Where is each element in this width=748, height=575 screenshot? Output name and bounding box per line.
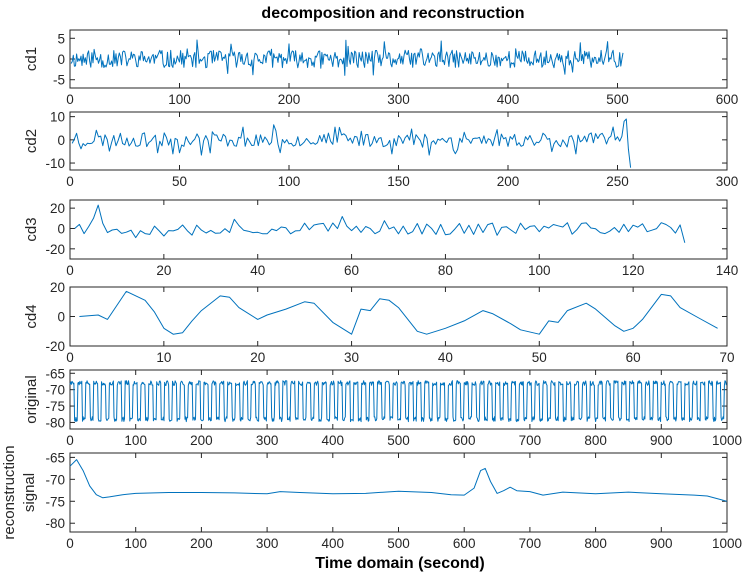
x-tick-label: 600 [453,433,476,448]
series-line-cd3 [74,204,686,243]
series-line-cd4 [79,290,718,335]
x-tick-label: 900 [650,433,673,448]
axes-frame [69,286,728,347]
y-tick-label: 0 [57,310,65,325]
y-tick-label: -20 [45,339,65,354]
axes-frame [69,111,728,171]
x-tick-label: 100 [278,174,301,189]
x-tick-label: 100 [168,92,191,107]
series-line-cd1 [70,39,624,76]
x-tick-label: 20 [250,350,265,365]
axes-frame [69,199,728,260]
chart-title: decomposition and reconstruction [261,5,524,22]
x-tick-label: 50 [172,174,187,189]
y-tick-label: -75 [45,494,65,509]
y-tick-label: -65 [45,450,65,465]
x-tick-label: 400 [322,536,345,551]
x-tick-label: 0 [66,433,74,448]
y-tick-label: -10 [45,156,65,171]
x-tick-label: 0 [66,536,74,551]
y-axis-label: cd4 [23,304,40,328]
x-tick-label: 140 [716,263,739,278]
x-tick-label: 30 [344,350,359,365]
x-tick-label: 600 [716,92,739,107]
x-tick-label: 150 [387,174,410,189]
x-tick-label: 0 [66,174,74,189]
x-tick-label: 300 [256,536,279,551]
x-tick-label: 20 [156,263,171,278]
x-tick-label: 200 [190,433,213,448]
x-tick-label: 80 [438,263,453,278]
y-tick-label: 5 [57,31,65,46]
x-tick-label: 0 [66,350,74,365]
x-tick-label: 700 [519,536,542,551]
x-tick-label: 0 [66,263,74,278]
x-tick-label: 200 [497,174,520,189]
x-tick-label: 400 [497,92,520,107]
y-tick-label: -20 [45,242,65,257]
series-line-original [69,380,727,423]
y-axis-label: cd3 [23,217,40,241]
y-tick-label: 10 [50,110,65,125]
x-tick-label: 1000 [712,536,742,551]
x-tick-label: 500 [387,536,410,551]
x-tick-label: 500 [606,92,629,107]
y-tick-label: 0 [57,133,65,148]
x-tick-label: 200 [278,92,301,107]
x-tick-label: 1000 [712,433,742,448]
y-tick-label: -75 [45,399,65,414]
y-axis-label: signal [21,473,38,512]
x-tick-label: 300 [256,433,279,448]
y-axis-label: cd2 [23,129,40,153]
x-tick-label: 800 [584,433,607,448]
y-tick-label: -80 [45,516,65,531]
y-tick-label: 20 [50,280,65,295]
y-axis-label: reconstruction [1,445,18,539]
y-axis-label: cd1 [23,47,40,71]
y-tick-label: -5 [53,73,65,88]
x-tick-label: 40 [438,350,453,365]
x-tick-label: 70 [719,350,734,365]
x-tick-label: 40 [250,263,265,278]
x-tick-label: 600 [453,536,476,551]
y-tick-label: 20 [50,201,65,216]
y-tick-label: -70 [45,472,65,487]
x-tick-label: 100 [124,433,147,448]
y-tick-label: -65 [45,366,65,381]
x-tick-label: 60 [344,263,359,278]
x-tick-label: 400 [322,433,345,448]
x-tick-label: 500 [387,433,410,448]
x-tick-label: 200 [190,536,213,551]
x-tick-label: 60 [626,350,641,365]
y-tick-label: -70 [45,383,65,398]
x-axis-label: Time domain (second) [315,555,485,572]
x-tick-label: 300 [387,92,410,107]
subplot-original: 0 100 200 300 400 500 600 700 800 900 1000 -65 -70-7… [23,366,742,448]
series-line-cd2 [71,118,632,168]
x-tick-label: 10 [156,350,171,365]
y-tick-label: 0 [57,52,65,67]
y-axis-label: original [23,375,40,423]
x-tick-label: 800 [584,536,607,551]
y-tick-label: 0 [57,221,65,236]
subplot-reconstruction: 0 100 200 300 400 500 600 700 800 900 1000 -65 -70 -7… [1,445,742,551]
x-tick-label: 120 [622,263,645,278]
x-tick-label: 0 [66,92,74,107]
x-tick-label: 100 [528,263,551,278]
y-tick-label: -80 [45,415,65,430]
x-tick-label: 700 [519,433,542,448]
x-tick-label: 100 [124,536,147,551]
x-tick-label: 300 [716,174,739,189]
x-tick-label: 900 [650,536,673,551]
x-tick-label: 250 [606,174,629,189]
series-line-reconstruction [69,459,728,502]
x-tick-label: 50 [532,350,547,365]
